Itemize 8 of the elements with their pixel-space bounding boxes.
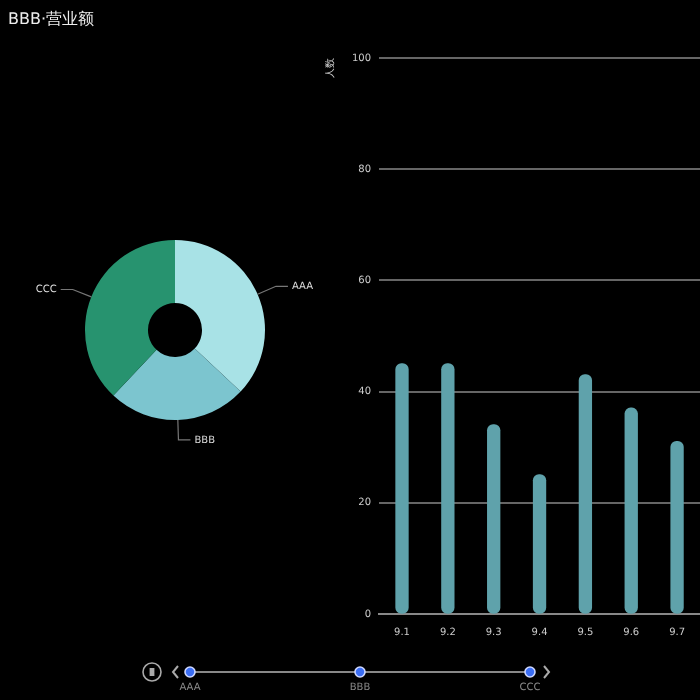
bar — [670, 440, 684, 614]
bar — [441, 363, 455, 614]
chart-title: BBB·营业额 — [8, 8, 95, 30]
bar — [487, 424, 501, 614]
bar — [624, 407, 638, 614]
bar — [532, 474, 547, 614]
bar — [395, 363, 409, 614]
bar — [578, 374, 593, 614]
